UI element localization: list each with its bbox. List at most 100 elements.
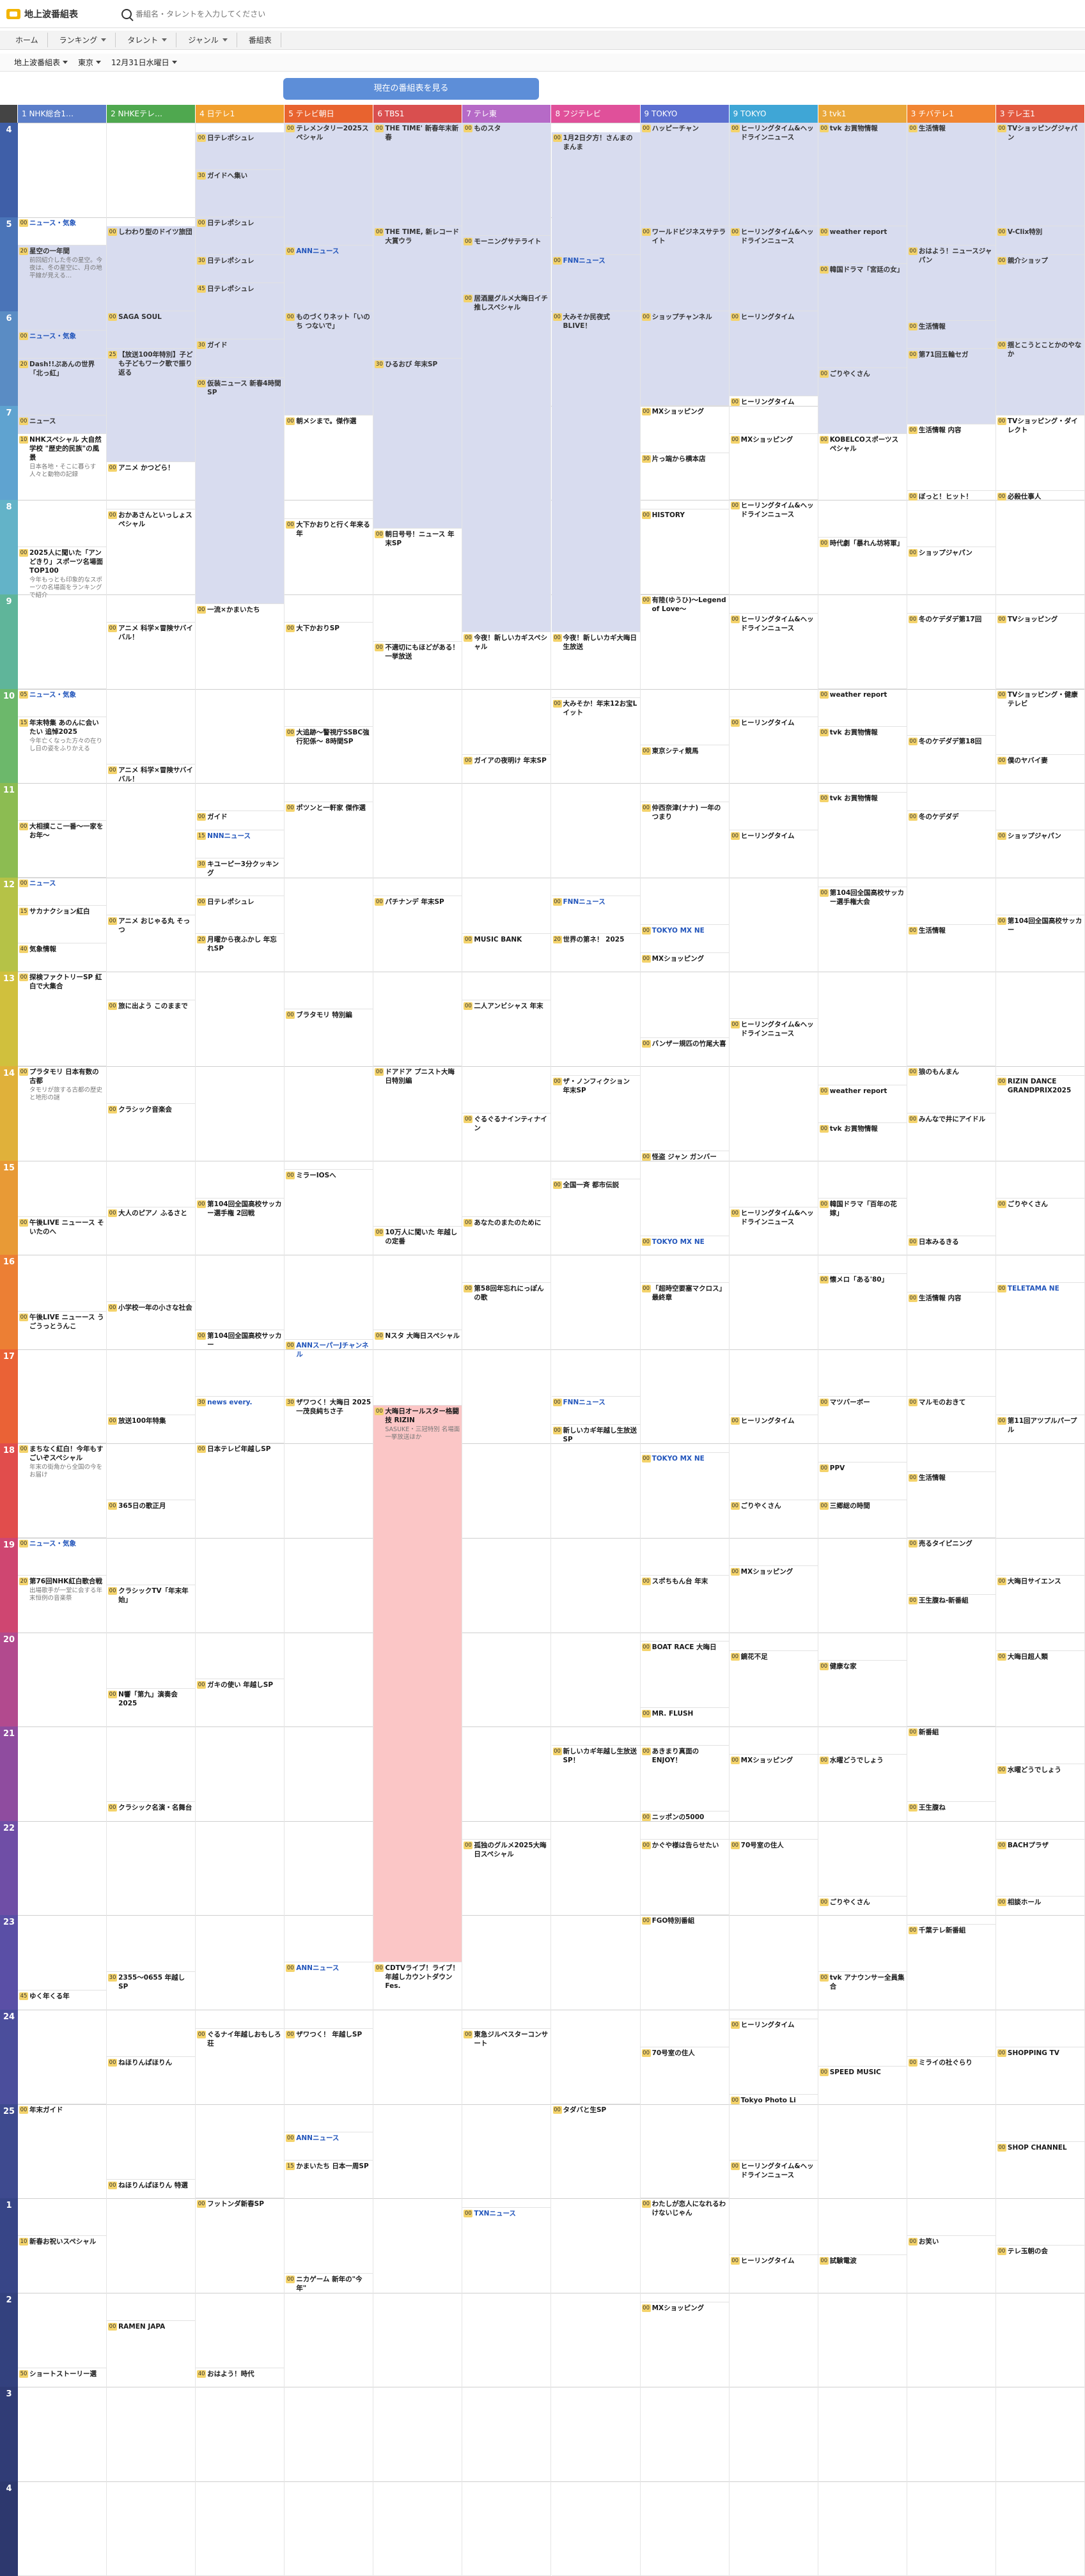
program-cell[interactable]: 00 ヒーリングタイム&ヘッドラインニュース xyxy=(729,123,818,227)
program-cell[interactable]: 00 わたしが恋人になれるわけないじゃん xyxy=(640,2198,729,2302)
program-cell[interactable]: 00 PPV xyxy=(818,1463,907,1500)
program-cell[interactable]: 00 まちなく紅白！今年もすごいぞスペシャル 年末の街角から全国の今をお届け xyxy=(18,1443,107,1538)
program-cell[interactable]: 00 ニュース・気象 xyxy=(18,217,107,245)
program-cell[interactable]: 00 ショップチャンネル xyxy=(640,311,729,406)
program-cell[interactable]: 00 ヒーリングタイム&ヘッドラインニュース xyxy=(729,1019,818,1208)
program-cell[interactable]: 00 全国一斉 都市伝説 xyxy=(551,1179,640,1397)
program-cell[interactable]: 00 ねほりんぱほりん 特選 xyxy=(107,2180,196,2322)
program-cell[interactable]: 00 tvk お買物情報 xyxy=(818,1123,907,1199)
program-cell[interactable]: 00 冬のケデダデ第18回 xyxy=(907,736,995,812)
program-cell[interactable]: 00 アニメ 科学×冒険サバイバル！ xyxy=(107,764,196,915)
program-cell[interactable]: 00 TELETAMA NE xyxy=(995,1283,1084,1416)
program-cell[interactable]: 00 大人のピアノ ふるさと xyxy=(107,1207,196,1302)
program-cell[interactable]: 20 世界の第ネ！ 2025 xyxy=(551,934,640,1076)
program-cell[interactable]: 00 日テレポシュレ xyxy=(196,132,285,170)
program-cell[interactable]: 30 2355～0655 年越しSP xyxy=(107,1972,196,2057)
program-cell[interactable]: 00 ヒーリングタイム xyxy=(729,1415,818,1500)
program-cell[interactable]: 00 売るタイピニング xyxy=(907,1538,995,1595)
nav-genre[interactable]: ジャンル xyxy=(179,33,237,47)
program-cell[interactable]: 00 SPEED MUSIC xyxy=(818,2067,907,2255)
jump-to-now-button[interactable]: 現在の番組表を見る xyxy=(283,78,539,100)
program-cell[interactable]: 00 健康な家 xyxy=(818,1661,907,1755)
program-cell[interactable]: 50 ショートストーリー選 xyxy=(18,2368,107,2576)
program-cell[interactable]: 00 時代劇「暴れん坊将軍」 xyxy=(818,538,907,689)
program-cell[interactable]: 00 365日の歌正月 xyxy=(107,1500,196,1585)
program-cell[interactable]: 30 ガイドへ集い xyxy=(196,169,285,217)
program-cell[interactable]: 00 ショップジャパン xyxy=(995,830,1084,915)
program-cell[interactable]: 00 鏡花不足 xyxy=(729,1651,818,1755)
program-cell[interactable]: 00 新番組 xyxy=(907,1726,995,1803)
program-cell[interactable]: 00 二人アンビシャス 年末 xyxy=(462,1000,551,1113)
program-cell[interactable]: 00 SHOPPING TV xyxy=(995,2047,1084,2142)
program-cell[interactable]: 00 ごりやくさん xyxy=(729,1500,818,1567)
program-cell[interactable]: 00 一流×かまいたち xyxy=(196,604,285,812)
nav-home[interactable]: ホーム xyxy=(6,33,48,47)
program-cell[interactable]: 00 TVショッピング・ダイレクト xyxy=(995,415,1084,491)
program-cell[interactable]: 00 懐メロ「ある'80」 xyxy=(818,1274,907,1397)
program-cell[interactable]: 00 必殺仕事人 xyxy=(995,491,1084,614)
program-cell[interactable]: 00 僕のヤバイ妻 xyxy=(995,755,1084,830)
program-cell[interactable]: 00 ぐるぐるナインティナイン xyxy=(462,1113,551,1218)
program-cell[interactable]: 00 SHOP CHANNEL xyxy=(995,2142,1084,2246)
program-cell[interactable]: 00 放送100年特集 xyxy=(107,1415,196,1500)
program-cell[interactable]: 30 片っ端から横本店 xyxy=(640,453,729,510)
program-cell[interactable]: 00 プラタモリ 日本有数の古都 タモリが旅する古都の歴史と地形の謎 xyxy=(18,1066,107,1218)
program-cell[interactable]: 00 N響「第九」演奏会 2025 xyxy=(107,1689,196,1803)
channel-header-6[interactable]: 8 フジテレビ xyxy=(551,105,641,123)
program-cell[interactable]: 00 午後LIVE ニューース うごうっとうんこ xyxy=(18,1312,107,1444)
program-cell[interactable]: 45 日テレポシュレ xyxy=(196,283,285,340)
program-cell[interactable]: 00 アニメ おじゃる丸 そっつ xyxy=(107,915,196,1000)
program-cell[interactable]: 00 ニュース xyxy=(18,878,107,906)
program-cell[interactable]: 00 クラシックTV「年末年始」 xyxy=(107,1585,196,1689)
channel-header-1[interactable]: 2 NHKEテレ… xyxy=(107,105,196,123)
program-cell[interactable]: 00 MXショッピング xyxy=(729,1566,818,1652)
program-cell[interactable]: 00 MXショッピング xyxy=(729,434,818,500)
program-cell[interactable]: 00 おはよう！ニュースジャパン xyxy=(907,245,995,321)
channel-header-7[interactable]: 9 TOKYO xyxy=(640,105,730,123)
program-cell[interactable]: 00 大下かおりSP xyxy=(285,623,373,727)
program-cell[interactable]: 00 狼のもんまん xyxy=(907,1066,995,1113)
program-cell[interactable]: 00 ガイアの夜明け 年末SP xyxy=(462,755,551,935)
program-cell[interactable]: 45 ゆく年くる年 xyxy=(18,1990,107,2104)
program-cell[interactable]: 00 tvk アナウンサー全員集合 xyxy=(818,1972,907,2067)
program-cell[interactable]: 00 大晦日オールスター格闘技 RIZIN SASUKE・三冠特別 名場面一挙放送ほ… xyxy=(373,1406,462,1963)
program-cell[interactable]: 00 第58回年忘れにっぽんの歌 xyxy=(462,1283,551,1840)
program-cell[interactable]: 00 韓国ドラマ「宮廷の女」 xyxy=(818,264,907,368)
program-cell[interactable]: 00 今夜！新しいカギ大晦日生放送 xyxy=(551,632,640,699)
program-cell[interactable]: 00 ヒーリングタイム&ヘッドラインニュース xyxy=(729,1207,818,1416)
program-cell[interactable]: 00 ニカゲーム 新年の"今年" xyxy=(285,2274,373,2576)
program-cell[interactable]: 00 生活情報 xyxy=(907,925,995,1066)
program-cell[interactable]: 00 MXショッピング xyxy=(640,2302,729,2576)
program-cell[interactable]: 00 CDTVライブ！ライブ！年越しカウントダウンFes. xyxy=(373,1962,462,2576)
program-cell[interactable]: 00 TXNニュース xyxy=(462,2208,551,2576)
program-cell[interactable]: 00 しわわり型のドイツ旅団 xyxy=(107,226,196,312)
program-cell[interactable]: 00 第104回全国高校サッカー xyxy=(196,1330,285,1397)
program-cell[interactable]: 00 weather report xyxy=(818,1085,907,1123)
program-cell[interactable]: 00 大追跡～警視庁SSBC強行犯係～ 8時間SP xyxy=(285,727,373,802)
program-cell[interactable]: 00 みんなで井にアイドル xyxy=(907,1113,995,1236)
program-cell[interactable]: 00 午後LIVE ニューース そいたのへ xyxy=(18,1217,107,1312)
nav-guide[interactable]: 番組表 xyxy=(240,33,281,47)
program-cell[interactable]: 00 今夜！新しいカギスペシャル xyxy=(462,632,551,755)
program-cell[interactable]: 00 ヒーリングタイム&ヘッドラインニュース xyxy=(729,614,818,717)
program-cell[interactable]: 00 新しいカギ年越し生放送SP！ xyxy=(551,1746,640,2104)
channel-header-3[interactable]: 5 テレビ朝日 xyxy=(285,105,374,123)
program-cell[interactable]: 30 ザワつく！大晦日 2025一茂良純ちさ子 xyxy=(285,1397,373,1963)
program-cell[interactable]: 00 揺とこうとことかのやなか xyxy=(995,339,1084,415)
program-cell[interactable]: 00 2025人に聞いた「アンどきり」スポーツ名場面TOP100 今年もっとも印象的… xyxy=(18,547,107,689)
program-cell[interactable]: 00 親介ショップ xyxy=(995,254,1084,340)
program-cell[interactable]: 00 朝日号号！ニュース 年末SP xyxy=(373,529,462,642)
program-cell[interactable]: 00 アニメ かつどら！ xyxy=(107,462,196,510)
program-cell[interactable]: 00 RIZIN DANCE GRANDPRIX2025 xyxy=(995,1076,1084,1199)
program-cell[interactable]: 00 ごりやくさん xyxy=(818,368,907,435)
program-cell[interactable]: 00 生活情報 xyxy=(907,123,995,245)
program-cell[interactable]: 00 ザワつく！ 年越しSP xyxy=(285,2029,373,2132)
program-cell[interactable]: 00 ヒーリングタイム xyxy=(729,2019,818,2095)
program-cell[interactable]: 00 THE TIME, 新レコード大賞ウラ xyxy=(373,226,462,359)
program-cell[interactable]: 00 ハッピーチャン xyxy=(640,123,729,227)
program-cell[interactable]: 00 BOAT RACE 大晦日 xyxy=(640,1641,729,1708)
program-cell[interactable]: 00 MXショッピング xyxy=(729,1755,818,1840)
program-cell[interactable]: 00 小学校一年の小さな社会 xyxy=(107,1302,196,1416)
program-cell[interactable]: 00 FNNニュース xyxy=(551,1397,640,1425)
program-cell[interactable]: 00 ガイド xyxy=(196,811,285,830)
